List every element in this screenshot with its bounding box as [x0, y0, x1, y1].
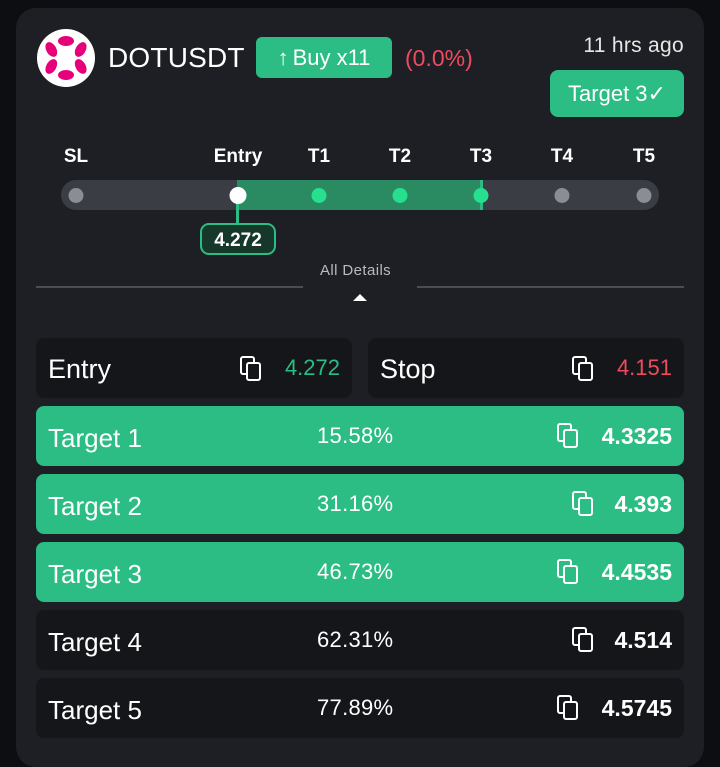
- copy-icon[interactable]: [572, 491, 594, 517]
- copy-icon[interactable]: [557, 559, 579, 585]
- target-percent: 77.89%: [317, 695, 394, 720]
- entry-label: Entry: [48, 354, 112, 384]
- target-row: Target 1 15.58% 4.3325: [36, 406, 684, 466]
- change-percent: (0.0%): [405, 45, 473, 71]
- symbol-title: DOTUSDT: [108, 42, 245, 73]
- target-percent: 62.31%: [317, 627, 394, 652]
- level-label-t4: T4: [550, 146, 574, 167]
- level-label-entry: Entry: [213, 146, 263, 167]
- entry-price-pill: 4.272: [200, 223, 276, 255]
- level-label-t3: T3: [469, 146, 493, 167]
- target-label: Target 3: [48, 559, 142, 589]
- arrow-up-icon: ↑: [277, 45, 289, 70]
- divider-right: [417, 286, 684, 288]
- entry-box: Entry 4.272: [36, 338, 352, 398]
- level-label-t5: T5: [632, 146, 656, 167]
- status-badge: Target 3✓: [550, 70, 684, 117]
- copy-icon[interactable]: [557, 695, 579, 721]
- copy-icon[interactable]: [572, 627, 594, 653]
- target-price[interactable]: 4.393: [614, 491, 672, 517]
- target-price[interactable]: 4.3325: [601, 423, 672, 449]
- level-dot-t1: [311, 188, 327, 203]
- entry-marker-stem: [236, 195, 239, 225]
- level-dot-t4: [554, 188, 570, 203]
- target-percent: 46.73%: [317, 559, 394, 584]
- level-label-t1: T1: [307, 146, 331, 167]
- target-row: Target 4 62.31% 4.514: [36, 610, 684, 670]
- stop-label: Stop: [380, 354, 436, 384]
- progress-fill: [237, 180, 482, 210]
- target-row: Target 5 77.89% 4.5745: [36, 678, 684, 738]
- caret-up-icon[interactable]: [353, 294, 367, 301]
- copy-icon[interactable]: [240, 356, 262, 382]
- level-dot-t3: [473, 188, 489, 203]
- copy-icon[interactable]: [557, 423, 579, 449]
- entry-value[interactable]: 4.272: [284, 355, 340, 380]
- target-row: Target 3 46.73% 4.4535: [36, 542, 684, 602]
- level-label-sl: SL: [63, 146, 89, 167]
- side-badge: ↑ Buy x11: [256, 37, 392, 78]
- target-price[interactable]: 4.514: [614, 627, 672, 653]
- all-details-toggle[interactable]: All Details: [320, 262, 392, 279]
- time-ago: 11 hrs ago: [583, 34, 684, 57]
- stop-box: Stop 4.151: [368, 338, 684, 398]
- stop-value[interactable]: 4.151: [616, 355, 672, 380]
- copy-icon[interactable]: [572, 356, 594, 382]
- target-percent: 15.58%: [317, 423, 394, 448]
- divider-left: [36, 286, 303, 288]
- target-label: Target 4: [48, 627, 142, 657]
- target-label: Target 2: [48, 491, 142, 521]
- side-label: Buy x11: [292, 45, 371, 70]
- level-label-t2: T2: [388, 146, 412, 167]
- level-dot-entry: [229, 187, 247, 204]
- level-dot-sl: [68, 188, 84, 203]
- target-row: Target 2 31.16% 4.393: [36, 474, 684, 534]
- target-label: Target 5: [48, 695, 142, 725]
- level-dot-t5: [636, 188, 652, 203]
- target-label: Target 1: [48, 423, 142, 453]
- level-dot-t2: [392, 188, 408, 203]
- target-percent: 31.16%: [317, 491, 394, 516]
- target-price[interactable]: 4.4535: [601, 559, 672, 585]
- polkadot-logo-icon: [37, 29, 95, 87]
- target-price[interactable]: 4.5745: [601, 695, 672, 721]
